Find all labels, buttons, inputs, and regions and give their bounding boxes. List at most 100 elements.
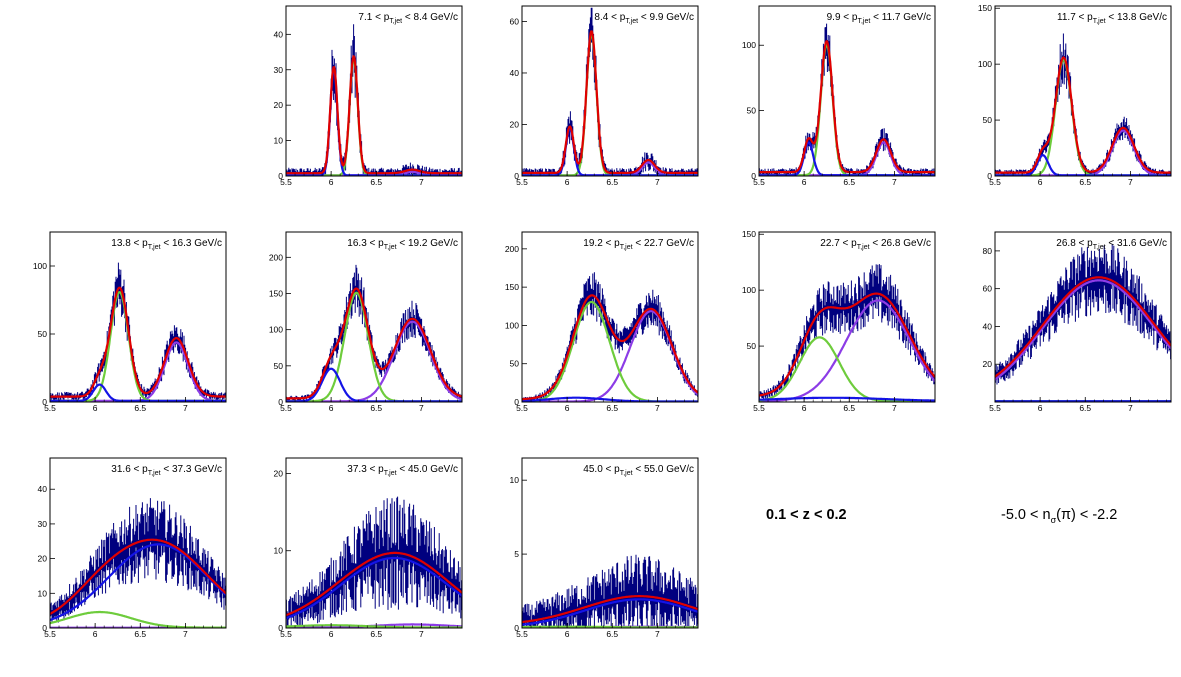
x-tick-label: 6 (329, 177, 334, 187)
x-tick-label: 7 (419, 403, 424, 413)
title-pre: 22.7 < p (820, 238, 857, 249)
panel-frame (994, 5, 1172, 177)
nsigma-range-label: -5.0 < nσ(π) < -2.2 (1001, 507, 1117, 525)
title-post: < 22.7 GeV/c (633, 238, 694, 249)
x-tick-label: 6.5 (134, 403, 146, 413)
x-tick-label: 6 (1038, 177, 1043, 187)
data-points (286, 264, 462, 402)
title-post: < 13.8 GeV/c (1106, 12, 1167, 23)
x-tick-label: 6 (1038, 403, 1043, 413)
panel-frame (521, 457, 699, 629)
title-post: < 37.3 GeV/c (161, 464, 222, 475)
y-tick-label: 20 (510, 119, 520, 129)
x-tick-label: 6.5 (370, 177, 382, 187)
y-tick-label: 100 (269, 325, 283, 335)
pion-fit-curve (995, 58, 1171, 176)
kaon-fit-curve (995, 279, 1171, 381)
x-tick-label: 5.5 (989, 403, 1001, 413)
data-error-bars (286, 24, 462, 176)
panel-title: 16.3 < pT,jet < 19.2 GeV/c (347, 238, 458, 251)
y-tick-label: 0 (751, 171, 756, 181)
fit-panel-2: 5.5 6 6.5 7 0 20 40 60 8.4 < pT,jet < 9.9 GeV/c (510, 5, 699, 187)
data-points (995, 33, 1171, 176)
data-error-bars (759, 23, 935, 176)
title-post: < 19.2 GeV/c (397, 238, 458, 249)
panel-title: 7.1 < pT,jet < 8.4 GeV/c (358, 12, 458, 25)
y-tick-label: 100 (742, 40, 756, 50)
fit-panel-12: 5.5 6 6.5 7 0 5 10 45.0 < pT,jet < 55.0 GeV/c (510, 457, 699, 639)
x-tick-label: 7 (655, 629, 660, 639)
title-post: < 55.0 GeV/c (633, 464, 694, 475)
x-tick-label: 6.5 (606, 177, 618, 187)
panel-frame (994, 231, 1172, 403)
title-post: < 31.6 GeV/c (1106, 238, 1167, 249)
total-fit-curve (995, 56, 1171, 174)
x-tick-label: 6 (802, 403, 807, 413)
x-tick-label: 7 (419, 177, 424, 187)
total-fit-curve (50, 538, 226, 615)
y-tick-label: 5 (514, 549, 519, 559)
x-tick-label: 7 (892, 403, 897, 413)
y-tick-label: 20 (983, 359, 993, 369)
electron-fit-curve (50, 543, 226, 621)
x-tick-label: 7 (1128, 177, 1133, 187)
title-post: < 9.9 GeV/c (638, 12, 694, 23)
x-tick-label: 6 (329, 629, 334, 639)
y-tick-label: 30 (38, 519, 48, 529)
panel-frame (521, 5, 699, 177)
x-tick-label: 6.5 (843, 403, 855, 413)
data-error-bars (522, 7, 698, 176)
pion-fit-curve (759, 336, 935, 402)
x-tick-label: 6.5 (370, 629, 382, 639)
panel-title: 13.8 < pT,jet < 16.3 GeV/c (111, 238, 222, 251)
y-tick-label: 20 (274, 100, 284, 110)
fit-panel-6: 5.5 6 6.5 7 0 50 100 150 200 16.3 < pT,jet < 19.2… (269, 231, 463, 413)
title-sub: T,jet (857, 18, 870, 25)
x-tick-label: 7 (655, 177, 660, 187)
nsigma-subscript: σ (1050, 514, 1057, 525)
data-points (50, 262, 226, 402)
x-tick-label: 5.5 (753, 403, 765, 413)
data-points (522, 272, 698, 402)
title-sub: T,jet (148, 470, 161, 477)
x-tick-label: 6 (565, 629, 570, 639)
panel-title: 26.8 < pT,jet < 31.6 GeV/c (1056, 238, 1167, 251)
title-pre: 26.8 < p (1056, 238, 1093, 249)
electron-fit-curve (50, 383, 226, 402)
y-tick-label: 150 (978, 3, 992, 13)
y-tick-label: 10 (510, 475, 520, 485)
y-tick-label: 10 (274, 136, 284, 146)
y-tick-label: 0 (278, 623, 283, 633)
title-sub: T,jet (389, 18, 402, 25)
panel-title: 19.2 < pT,jet < 22.7 GeV/c (583, 238, 694, 251)
title-sub: T,jet (1093, 18, 1106, 25)
total-fit-curve (522, 595, 698, 624)
panel-title: 45.0 < pT,jet < 55.0 GeV/c (583, 464, 694, 477)
title-post: < 11.7 GeV/c (870, 12, 931, 23)
panel-frame (49, 231, 227, 403)
total-fit-curve (50, 286, 226, 398)
fit-panel-11: 5.5 6 6.5 7 0 10 20 37.3 < pT,jet < 45.0 GeV/c (274, 457, 463, 639)
y-tick-label: 20 (38, 554, 48, 564)
panel-title: 31.6 < pT,jet < 37.3 GeV/c (111, 464, 222, 477)
x-tick-label: 7 (419, 629, 424, 639)
title-sub: T,jet (148, 244, 161, 251)
y-tick-label: 100 (505, 320, 519, 330)
x-tick-label: 6.5 (370, 403, 382, 413)
title-sub: T,jet (384, 470, 397, 477)
y-tick-label: 0 (514, 397, 519, 407)
fit-panel-7: 5.5 6 6.5 7 0 50 100 150 200 19.2 < pT,jet < 22.7… (505, 231, 699, 413)
x-tick-label: 5.5 (989, 177, 1001, 187)
title-pre: 8.4 < p (594, 12, 625, 23)
x-tick-label: 6 (565, 177, 570, 187)
electron-fit-curve (286, 556, 462, 620)
x-tick-label: 7 (655, 403, 660, 413)
y-tick-label: 0 (278, 397, 283, 407)
y-tick-label: 80 (983, 246, 993, 256)
x-tick-label: 6 (565, 403, 570, 413)
pion-fit-curve (522, 32, 698, 176)
y-tick-label: 30 (274, 65, 284, 75)
y-tick-label: 50 (38, 329, 48, 339)
x-tick-label: 5.5 (44, 403, 56, 413)
